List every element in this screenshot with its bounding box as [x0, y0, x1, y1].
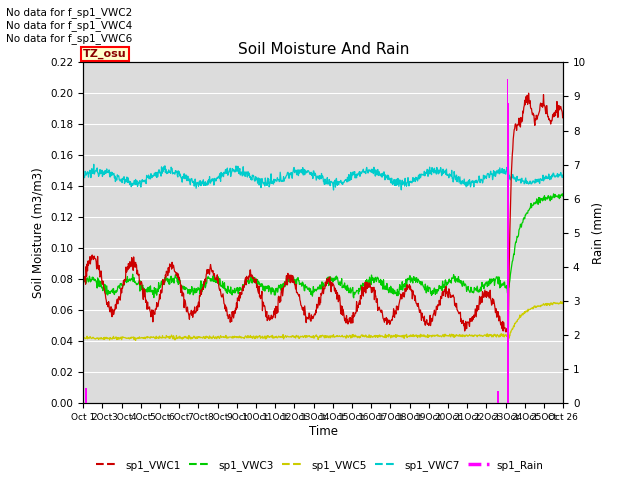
Bar	[508, 103, 509, 403]
X-axis label: Time: Time	[308, 425, 338, 438]
Legend: sp1_VWC1, sp1_VWC3, sp1_VWC5, sp1_VWC7, sp1_Rain: sp1_VWC1, sp1_VWC3, sp1_VWC5, sp1_VWC7, …	[92, 456, 548, 475]
Bar	[508, 199, 509, 403]
Text: TZ_osu: TZ_osu	[83, 49, 127, 59]
Text: No data for f_sp1_VWC6: No data for f_sp1_VWC6	[6, 33, 132, 44]
Bar	[497, 391, 499, 403]
Title: Soil Moisture And Rain: Soil Moisture And Rain	[237, 42, 409, 57]
Text: No data for f_sp1_VWC2: No data for f_sp1_VWC2	[6, 7, 132, 18]
Text: No data for f_sp1_VWC4: No data for f_sp1_VWC4	[6, 20, 132, 31]
Bar	[85, 388, 87, 403]
Bar	[507, 79, 508, 403]
Y-axis label: Rain (mm): Rain (mm)	[591, 202, 605, 264]
Y-axis label: Soil Moisture (m3/m3): Soil Moisture (m3/m3)	[32, 168, 45, 298]
